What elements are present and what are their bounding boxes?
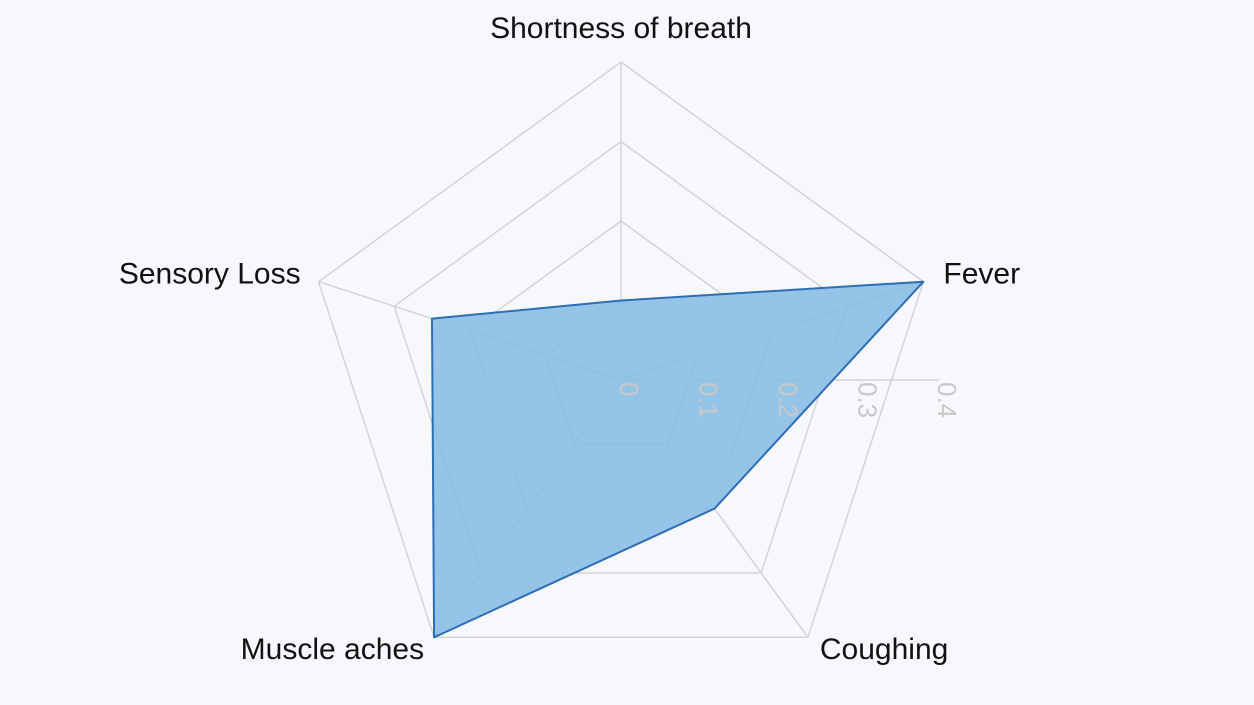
category-label-3: Muscle aches — [241, 633, 424, 666]
radial-tick-3: 0.3 — [853, 382, 883, 418]
category-label-1: Fever — [943, 258, 1020, 291]
radial-ticks: 0 0.1 0.2 0.3 0.4 — [614, 382, 962, 418]
grid-ring-3 — [393, 140, 849, 574]
category-label-2: Coughing — [820, 633, 948, 666]
category-label-4: Sensory Loss — [119, 258, 301, 291]
radial-tick-4: 0.4 — [932, 382, 962, 418]
series-0-area — [431, 280, 925, 639]
radial-tick-2: 0.2 — [773, 382, 803, 418]
category-labels: Shortness of breath Fever Coughing Muscle a… — [119, 12, 1020, 666]
radial-tick-1: 0.1 — [694, 382, 724, 418]
grid-ring-4 — [317, 61, 925, 639]
radial-tick-0: 0 — [614, 382, 644, 396]
series-layer — [431, 280, 925, 639]
category-label-0: Shortness of breath — [490, 12, 752, 45]
